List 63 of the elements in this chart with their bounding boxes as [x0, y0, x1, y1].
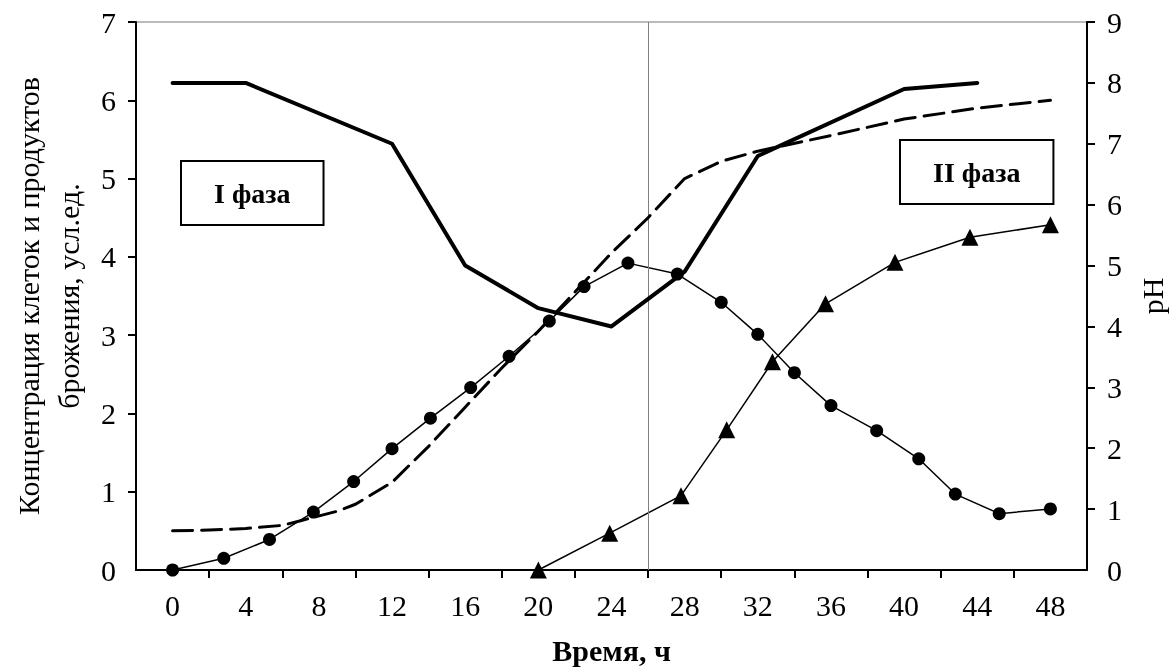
y2-tick-label: 0 [1107, 553, 1122, 587]
point [347, 475, 361, 489]
point [306, 505, 320, 519]
x-tick-label: 8 [311, 588, 327, 622]
y-axis-title: Концентрация клеток и продуктов брожения, усл.ед. [11, 77, 85, 515]
point [816, 295, 834, 313]
y-tick-label: 2 [101, 396, 116, 430]
point [787, 366, 801, 380]
y-tick-label: 0 [101, 553, 116, 587]
annotation: I фаза [214, 177, 291, 209]
y2-tick-label: 9 [1107, 5, 1122, 39]
x-tick-label: 24 [596, 588, 627, 622]
x-tick-label: 0 [165, 588, 181, 622]
x-tick-label: 4 [238, 588, 254, 622]
point [718, 421, 736, 439]
y-tick-label: 7 [101, 5, 116, 39]
y-tick-label: 6 [101, 83, 116, 117]
point [385, 442, 399, 456]
point [948, 487, 962, 501]
x-tick-label: 48 [1035, 588, 1066, 622]
x-tick-label: 32 [742, 588, 773, 622]
point [672, 487, 690, 505]
x-tick-label: 44 [962, 588, 993, 622]
point [886, 253, 904, 271]
y2-tick-label: 1 [1107, 492, 1122, 526]
point [870, 424, 884, 438]
point [1043, 502, 1057, 516]
y-tick-label: 3 [101, 318, 116, 352]
y2-tick-label: 2 [1107, 431, 1122, 465]
point [621, 256, 635, 270]
y-tick-label: 5 [101, 162, 116, 196]
x-tick-label: 16 [450, 588, 481, 622]
annotation: II фаза [933, 156, 1021, 188]
x-tick-label: 36 [815, 588, 846, 622]
point [961, 228, 979, 246]
x-tick-label: 20 [523, 588, 554, 622]
x-tick-label: 28 [669, 588, 700, 622]
y-tick-label: 4 [101, 240, 116, 274]
x-axis-title: Время, ч [552, 633, 671, 667]
x-tick-label: 12 [377, 588, 408, 622]
y2-tick-label: 7 [1107, 127, 1122, 161]
point [1041, 216, 1059, 234]
y2-tick-label: 6 [1107, 188, 1122, 222]
point [601, 524, 619, 542]
y2-tick-label: 5 [1107, 249, 1122, 283]
y-tick-label: 1 [101, 475, 116, 509]
point [166, 563, 180, 577]
point [263, 532, 277, 546]
point [912, 452, 926, 466]
point [217, 551, 231, 565]
y2-axis-title: pH [1136, 277, 1170, 315]
y2-tick-label: 3 [1107, 370, 1122, 404]
point [529, 561, 547, 579]
y2-tick-label: 8 [1107, 66, 1122, 100]
point [423, 411, 437, 425]
x-tick-label: 40 [889, 588, 920, 622]
point [751, 327, 765, 341]
point [763, 353, 781, 371]
point [824, 399, 838, 413]
point [714, 295, 728, 309]
y2-tick-label: 4 [1107, 309, 1122, 343]
point [464, 381, 478, 395]
point [992, 507, 1006, 521]
